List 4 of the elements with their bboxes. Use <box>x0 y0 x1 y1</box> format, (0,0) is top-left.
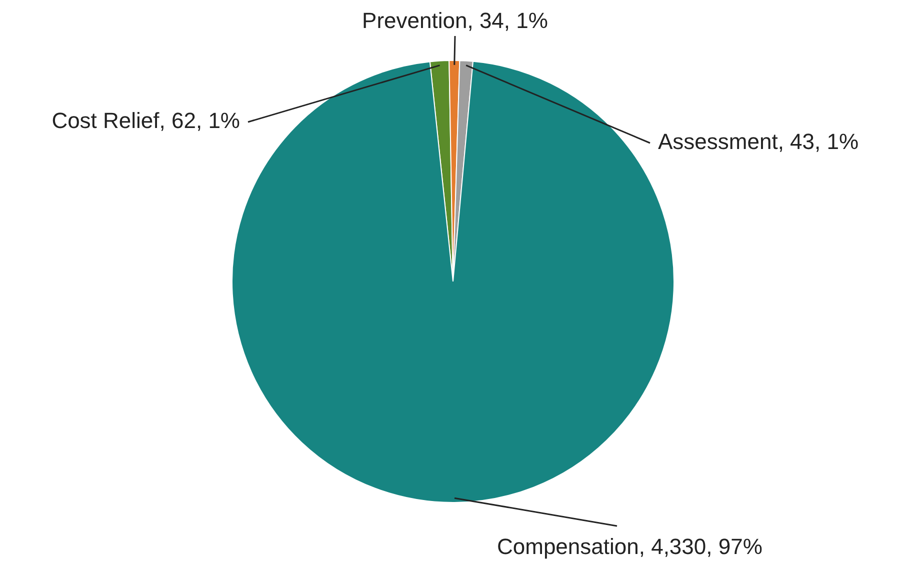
slice-label: Compensation, 4,330, 97% <box>497 534 762 560</box>
slice-label: Prevention, 34, 1% <box>362 8 548 34</box>
slice-label: Assessment, 43, 1% <box>658 129 859 154</box>
slice-label: Cost Relief, 62, 1% <box>52 108 240 134</box>
